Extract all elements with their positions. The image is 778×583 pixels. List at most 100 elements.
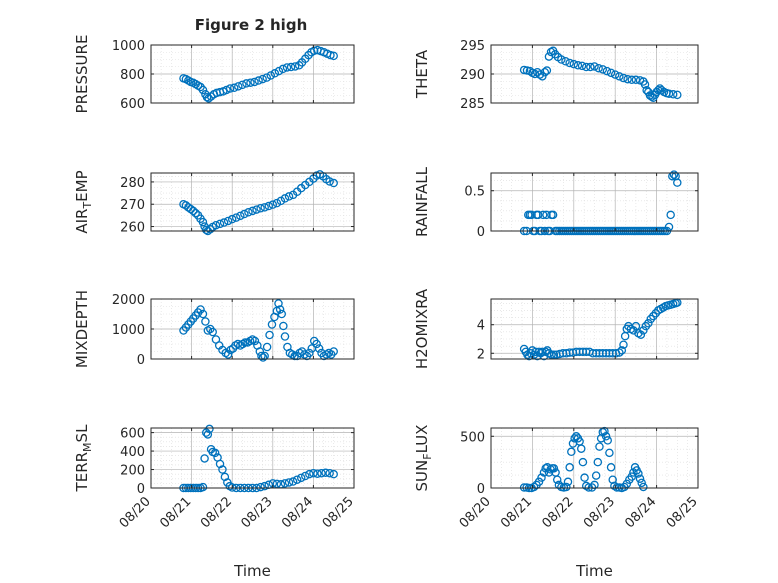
y-axis-label-part: TERR (73, 452, 91, 493)
data-point (256, 203, 265, 213)
data-point (272, 198, 282, 208)
x-tick-label: 08/24 (279, 494, 316, 531)
data-point (188, 206, 198, 216)
data-point (258, 74, 267, 84)
data-point (250, 77, 259, 87)
data-point (602, 66, 612, 76)
x-tick-label: 08/22 (198, 494, 235, 531)
data-point (669, 170, 679, 179)
data-point (198, 482, 208, 492)
x-tick-label: 08/23 (239, 494, 276, 531)
data-point (202, 92, 212, 102)
data-point (623, 74, 632, 84)
y-axis-label-subscript: M (81, 442, 94, 452)
data-point (274, 299, 283, 308)
y-axis-label: SUNFLUX (413, 425, 434, 492)
data-point (326, 50, 335, 60)
y-axis-label: PRESSURE (73, 35, 91, 114)
y-axis-label-part: EMP (73, 170, 91, 201)
data-point (274, 66, 284, 76)
data-point (208, 327, 217, 337)
data-point (586, 62, 595, 72)
data-point (296, 473, 306, 483)
data-point (562, 482, 571, 492)
y-tick-label: 285 (460, 97, 485, 112)
data-point (256, 482, 265, 492)
data-point (260, 481, 269, 491)
data-point (290, 62, 300, 71)
data-point (329, 51, 338, 61)
data-point (313, 469, 322, 478)
data-point (610, 70, 620, 79)
data-point (257, 351, 266, 361)
y-tick-label: 0 (137, 482, 145, 497)
data-point (537, 473, 546, 482)
subplot-1: 600 800 1000 PRESSURE (73, 35, 355, 114)
x-tick-label: 08/24 (622, 494, 659, 531)
data-point (258, 353, 268, 362)
data-point (606, 68, 616, 78)
data-point (534, 477, 544, 487)
y-tick-label: 2000 (112, 293, 145, 308)
data-point (634, 469, 643, 478)
data-point (267, 320, 277, 329)
data-point (615, 72, 624, 81)
data-point (619, 73, 628, 83)
data-point (529, 482, 539, 492)
data-point (280, 479, 290, 488)
y-tick-label: 260 (120, 221, 145, 236)
data-point (580, 473, 589, 482)
x-tick-label: 08/21 (498, 494, 535, 531)
data-point (533, 210, 543, 220)
data-point (578, 457, 588, 467)
data-point (309, 468, 318, 478)
data-point (538, 210, 548, 220)
data-point (238, 80, 247, 90)
data-point (535, 70, 545, 79)
data-point (286, 62, 296, 72)
data-point (260, 351, 269, 361)
data-point (603, 436, 612, 445)
data-point (608, 475, 617, 484)
data-point (198, 309, 208, 319)
data-point (215, 219, 225, 229)
data-point (277, 309, 286, 319)
data-point (598, 65, 608, 74)
data-point (309, 46, 319, 56)
y-tick-label: 0 (477, 482, 485, 497)
data-point (668, 90, 678, 99)
data-point (275, 305, 285, 314)
data-point (581, 62, 591, 72)
y-tick-label: 400 (120, 445, 145, 460)
y-axis-label: RAINFALL (413, 166, 431, 237)
x-tick-label: 08/25 (664, 494, 701, 531)
data-point (229, 83, 239, 93)
subplot-3: 260 270 280 AIRTEMP (73, 170, 355, 236)
y-tick-label: 800 (120, 68, 145, 83)
data-point (312, 339, 321, 349)
data-point (265, 330, 274, 340)
y-axis-label-part: SUN (413, 460, 431, 492)
data-point (248, 206, 257, 216)
data-point (196, 305, 205, 314)
y-axis-label: AIRTEMP (73, 170, 94, 233)
y-axis-label-part: AIR (73, 209, 91, 234)
data-point (204, 94, 213, 103)
data-point (565, 463, 574, 472)
y-axis-label: H2OMIXRA (413, 288, 431, 369)
data-point (301, 471, 310, 481)
data-point (270, 69, 280, 78)
data-point (218, 465, 227, 474)
data-point (561, 56, 570, 66)
y-tick-label: 270 (120, 198, 145, 213)
data-point (227, 214, 237, 224)
data-point (594, 63, 603, 73)
data-point (549, 350, 559, 359)
y-tick-label: 0 (477, 225, 485, 240)
y-axis-label: MIXDEPTH (73, 290, 91, 368)
x-tick-label: 08/20 (117, 494, 154, 531)
data-point (225, 84, 235, 93)
data-point (240, 209, 249, 219)
data-point (617, 346, 627, 355)
data-point (211, 220, 221, 230)
